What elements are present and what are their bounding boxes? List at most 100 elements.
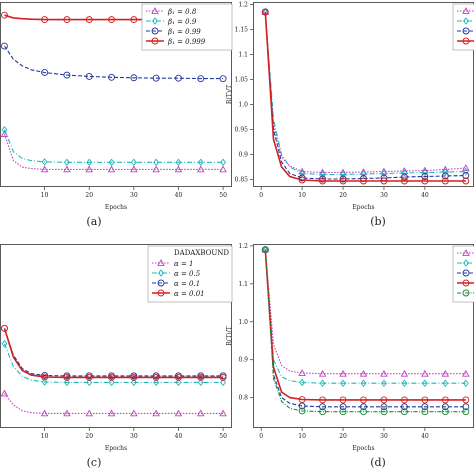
data-point: [462, 177, 470, 185]
series-group: [261, 245, 470, 416]
data-point: [85, 16, 93, 24]
data-point: [298, 369, 306, 376]
data-point: [318, 369, 327, 377]
legend-marker: [151, 27, 159, 35]
plot-frame: [253, 2, 474, 187]
data-point: [360, 408, 367, 416]
legend-marker: [157, 279, 165, 287]
data-point: [442, 379, 449, 387]
data-point: [339, 408, 347, 416]
x-tick-label: 10: [41, 192, 49, 199]
data-point: [85, 165, 93, 173]
series-line-1: [264, 11, 466, 176]
data-point: [153, 378, 160, 387]
data-point: [220, 158, 227, 167]
data-point: [400, 403, 408, 411]
data-point: [41, 16, 49, 24]
legend-marker: [462, 249, 470, 256]
data-point: [108, 158, 115, 167]
data-point: [40, 165, 49, 173]
data-point: [380, 408, 388, 416]
legend-entry: α = 0.01: [174, 290, 205, 298]
data-point: [86, 378, 93, 387]
data-point: [360, 396, 367, 404]
x-tick-label: 50: [219, 192, 227, 199]
x-tick-label: 40: [421, 433, 429, 440]
legend-marker: [462, 27, 470, 35]
data-point: [441, 369, 450, 377]
series-line-1: [264, 249, 466, 384]
data-point: [85, 373, 93, 381]
series-line-3: [264, 249, 466, 401]
data-point: [319, 175, 327, 183]
data-point: [360, 403, 367, 411]
data-point: [319, 170, 326, 179]
y-tick-label: 1.2: [238, 243, 248, 250]
data-point: [441, 165, 450, 173]
data-point: [63, 373, 71, 381]
data-point: [299, 378, 306, 387]
x-tick-label: 10: [41, 433, 49, 440]
data-point: [0, 389, 9, 397]
y-tick-label: 0.8: [238, 395, 248, 402]
data-point: [175, 378, 182, 387]
data-point: [360, 379, 367, 387]
data-point: [462, 396, 470, 404]
series-line-1: [3, 129, 224, 163]
y-tick-label: 0.9: [238, 357, 248, 364]
panel-b-label: (b): [370, 215, 386, 228]
data-point: [197, 373, 205, 381]
data-point: [219, 373, 227, 381]
data-point: [421, 166, 429, 174]
data-point: [86, 158, 93, 167]
legend-marker: [157, 289, 165, 297]
data-point: [40, 409, 49, 417]
data-point: [441, 408, 449, 416]
legend-marker: [462, 7, 470, 14]
data-point: [380, 396, 388, 404]
data-point: [130, 165, 138, 173]
data-point: [421, 396, 429, 404]
legend-marker: [462, 289, 470, 297]
data-point: [319, 379, 326, 387]
panel-a: 10 20 30 40 50 Epochs β₁ = 0.8 β₁ = 0.9 β₁ = 0.9…: [0, 2, 233, 211]
series-line-0: [264, 11, 466, 174]
x-axis-label: Epochs: [105, 445, 127, 452]
data-point: [152, 165, 160, 173]
series-line-2: [3, 328, 224, 377]
series-line-3: [3, 328, 224, 379]
data-point: [299, 169, 306, 178]
legend-entry: β₁ = 0.8: [167, 8, 197, 16]
data-point: [339, 177, 347, 185]
x-tick-label: 0: [259, 433, 263, 440]
data-point: [175, 74, 182, 82]
data-point: [108, 373, 115, 381]
y-axis-label: R(T)/T: [226, 326, 233, 345]
data-point: [380, 169, 387, 178]
legend-marker: [158, 269, 164, 277]
panel-b: 0 10 20 30 40 0.85 0.9 0.95 1.0 1.05 1.1 1.15 1.2 Epo…: [226, 2, 474, 211]
data-point: [421, 408, 429, 416]
data-point: [152, 373, 160, 381]
data-point: [174, 165, 183, 173]
series-line-4: [264, 249, 466, 413]
data-point: [421, 379, 428, 387]
series-line-0: [264, 249, 466, 375]
legend-entry: α = 0.5: [174, 270, 201, 278]
data-point: [174, 409, 183, 417]
data-point: [360, 170, 367, 178]
data-point: [63, 71, 71, 79]
series-line-0: [3, 133, 224, 170]
x-axis-label: Epochs: [352, 445, 374, 452]
data-point: [130, 409, 138, 417]
legend-marker: [462, 279, 470, 287]
data-point: [380, 379, 387, 387]
data-point: [197, 409, 205, 417]
x-tick-label: 0: [259, 192, 263, 199]
data-point: [63, 165, 71, 173]
data-point: [261, 8, 269, 16]
data-point: [130, 373, 138, 381]
data-point: [63, 16, 71, 24]
data-point: [441, 177, 449, 185]
panel-d: 0 10 20 30 40 0.8 0.9 1.0 1.1 1.2 Epochs R(T)/T: [226, 243, 474, 452]
